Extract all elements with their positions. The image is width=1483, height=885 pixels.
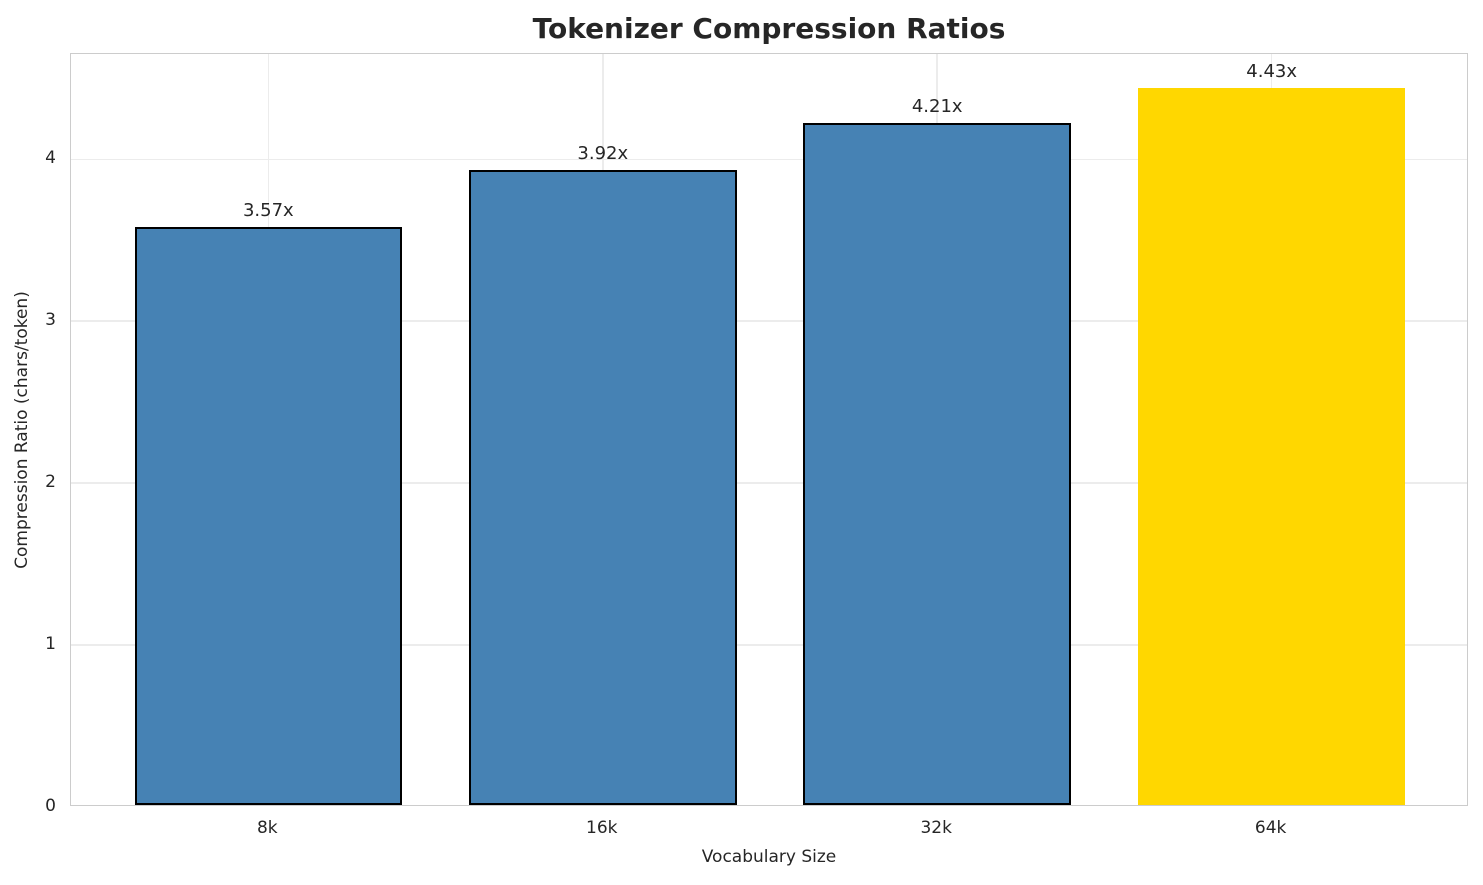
y-axis-label: Compression Ratio (chars/token) (12, 291, 32, 569)
bar (1137, 87, 1406, 805)
y-tick-label: 2 (45, 472, 56, 493)
bar (468, 170, 737, 805)
plot-area: 3.57x 3.92x 4.21x 4.43x (70, 53, 1468, 806)
x-tick-label: 16k (586, 818, 618, 838)
x-axis-label: Vocabulary Size (701, 847, 837, 867)
x-tick-label: 8k (256, 818, 278, 838)
bar-value-label: 4.43x (1246, 60, 1298, 82)
bar (134, 226, 403, 805)
gridline-horizontal (71, 158, 1467, 160)
y-tick-label: 0 (45, 796, 56, 816)
gridline-horizontal (71, 482, 1467, 484)
bar (803, 123, 1071, 805)
y-tick-label: 4 (45, 148, 56, 169)
gridline-horizontal (71, 320, 1467, 322)
y-tick-label: 3 (45, 310, 56, 331)
chart-title: Tokenizer Compression Ratios (532, 12, 1006, 45)
x-tick-label: 64k (1254, 818, 1287, 838)
bar-value-label: 3.57x (242, 199, 294, 221)
x-tick-label: 32k (920, 818, 952, 838)
bar-value-label: 3.92x (577, 143, 629, 165)
gridline-horizontal (71, 644, 1467, 646)
y-tick-label: 1 (45, 634, 56, 655)
bar-value-label: 4.21x (911, 96, 963, 118)
